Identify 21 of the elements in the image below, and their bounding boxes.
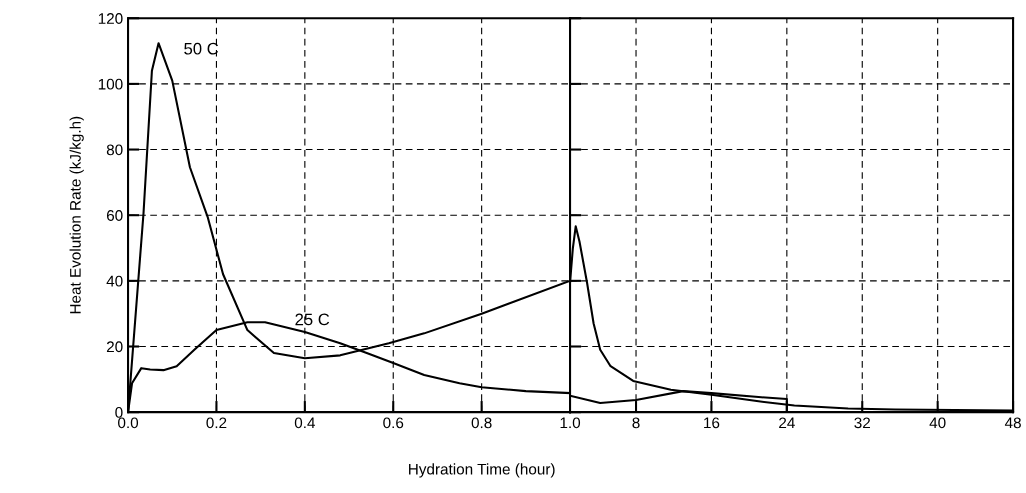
y-tick-label: 0 — [115, 407, 123, 418]
x-tick-label: 48 — [1004, 417, 1021, 429]
x-tick-label: 0.6 — [383, 417, 404, 429]
x-tick-label: 1.0 — [560, 417, 581, 429]
y-tick-label: 60 — [106, 210, 123, 221]
x-tick-label: 32 — [854, 417, 870, 429]
y-tick-label: 40 — [106, 275, 123, 287]
x-tick-label: 40 — [929, 417, 946, 429]
x-tick-label: 0.8 — [471, 417, 492, 429]
y-tick-label: 120 — [98, 13, 123, 24]
x-tick-label: 8 — [632, 417, 640, 429]
x-tick-label: 0.0 — [118, 417, 139, 429]
y-tick-label: 100 — [98, 78, 123, 90]
x-axis-title: Hydration Time (hour) — [409, 463, 555, 478]
x-tick-label: 0.4 — [294, 417, 316, 429]
x-tick-label: 0.2 — [206, 417, 227, 429]
y-tick-label: 80 — [106, 144, 123, 156]
y-tick-label: 20 — [106, 341, 123, 353]
x-tick-label: 24 — [779, 417, 795, 429]
y-axis-title: Heat Evolution Rate (kJ/kg.h) — [69, 116, 84, 314]
x-tick-label: 16 — [704, 417, 720, 429]
